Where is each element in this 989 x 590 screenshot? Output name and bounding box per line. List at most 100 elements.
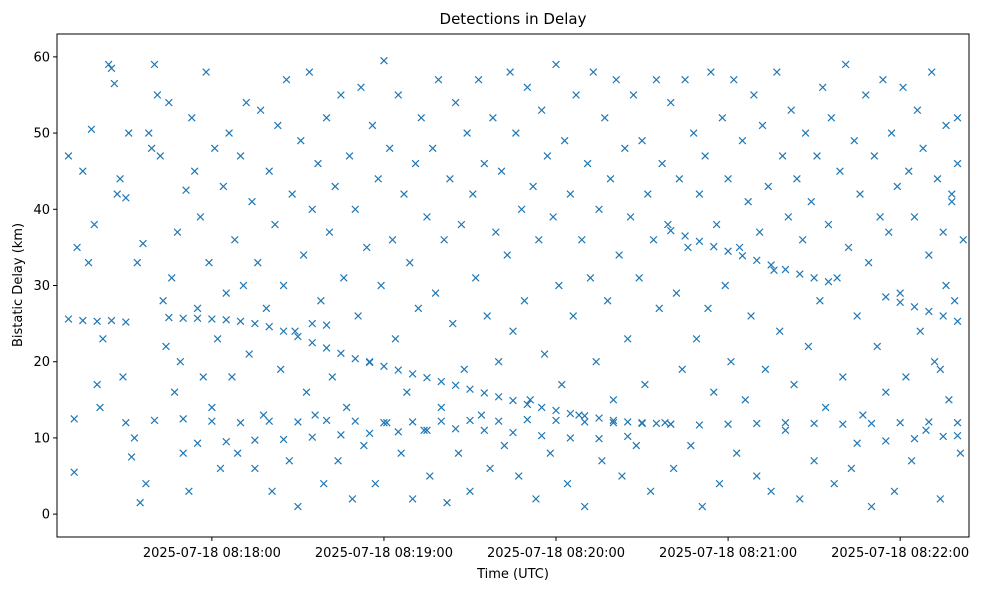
data-point [400,190,408,198]
data-point [185,487,193,496]
data-point [678,365,687,374]
data-point [150,416,159,425]
data-point [463,129,471,137]
data-point [294,502,302,511]
data-point [578,235,586,244]
x-axis-label: Time (UTC) [476,567,549,582]
data-point [721,281,730,290]
data-point [867,502,876,511]
data-point [566,409,575,418]
data-point [420,426,428,435]
data-point [78,316,87,325]
data-point [532,495,540,503]
data-point [566,434,575,442]
data-point [408,370,417,378]
data-point [437,377,446,386]
data-point [555,281,563,290]
data-point [451,424,460,433]
data-point [534,235,543,244]
data-point [202,68,210,76]
data-point [635,274,644,282]
data-point [795,495,804,503]
data-point [311,411,319,419]
data-point [144,129,153,137]
data-point [810,274,818,282]
data-point [448,319,457,328]
data-point [279,327,288,336]
data-point [767,487,775,496]
data-point [816,296,824,305]
data-point [460,365,469,374]
data-point [494,417,503,425]
data-point [139,239,147,248]
data-point [156,152,165,160]
data-point [824,220,833,229]
data-point [801,129,810,137]
data-point [798,235,807,244]
data-point [265,417,274,425]
data-point [537,431,546,440]
data-point [904,167,913,176]
data-point [296,136,305,145]
data-point [251,464,259,473]
data-point [603,296,612,305]
data-point [319,479,328,488]
data-point [879,75,887,84]
data-point [902,373,910,381]
data-point [337,91,345,99]
data-point [655,304,664,313]
data-point [262,304,271,313]
data-point [466,487,474,496]
data-point [230,235,239,244]
data-point [606,174,615,183]
data-point [70,468,79,477]
data-point [793,174,801,183]
data-point [741,395,750,404]
data-point [913,106,922,115]
data-point [288,190,296,198]
data-point [681,75,689,84]
data-point [598,456,606,465]
data-point [391,335,400,343]
data-point [666,98,675,107]
data-point [466,385,474,393]
data-point [199,373,208,381]
data-point [205,258,213,267]
data-point [494,392,503,401]
data-point [632,441,641,450]
data-point [411,159,420,168]
data-point [709,388,718,397]
data-point [302,388,311,397]
data-point [629,91,638,99]
data-point [454,449,463,457]
data-point [308,433,317,441]
data-point [360,441,368,450]
data-point [661,418,669,427]
data-point [672,289,681,297]
data-point [122,418,130,427]
data-point [245,350,253,358]
data-point [853,312,861,320]
data-point [325,228,334,236]
data-point [953,159,962,168]
data-point [305,68,314,76]
data-point [882,293,890,301]
data-point [781,265,790,274]
data-point [773,68,781,76]
data-point [308,338,317,347]
data-point [882,388,890,397]
data-point [480,426,489,435]
data-point [709,242,718,251]
data-point [896,298,904,307]
data-point [256,106,265,115]
data-point [179,449,188,457]
data-point [365,429,374,438]
data-point [471,274,480,282]
data-point [84,258,93,267]
data-point [331,182,340,191]
data-point [133,258,142,267]
data-point [569,312,578,320]
data-point [520,296,529,305]
data-point [864,258,873,267]
data-point [922,426,930,435]
